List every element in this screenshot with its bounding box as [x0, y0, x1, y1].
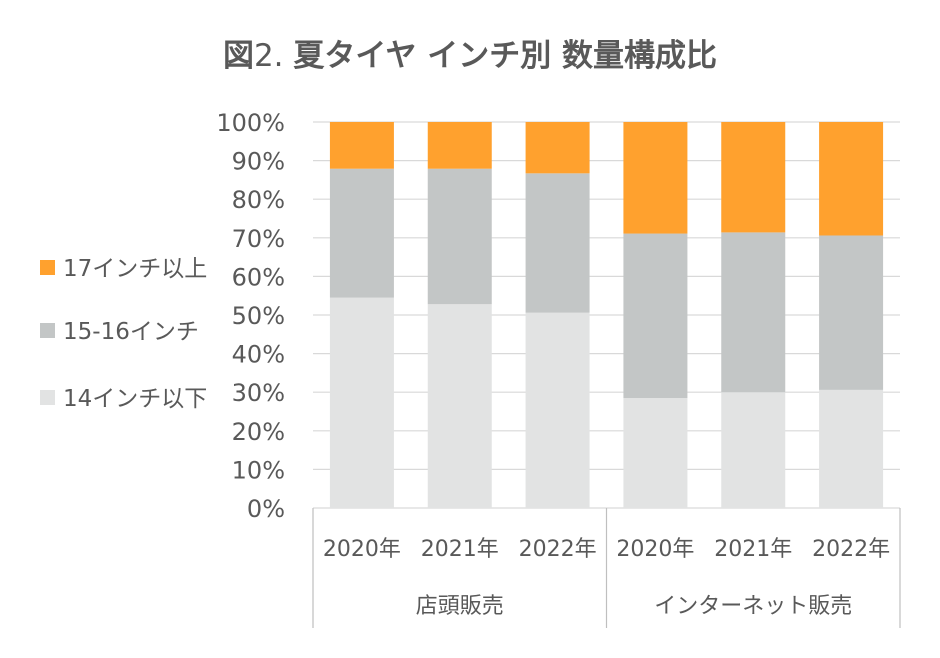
x-tick-label: 2020年 [323, 537, 401, 562]
y-axis: 0% 10% 20% 30% 40% 50% 60% 70% 80% 90% 100% [216, 109, 285, 523]
legend-label: 17インチ以上 [63, 256, 207, 282]
legend-label: 15-16インチ [63, 319, 199, 345]
bar-segment [819, 122, 884, 236]
title-prefix: 図 [223, 38, 254, 74]
bar-segment [525, 122, 590, 174]
chart-title: 図2. 夏タイヤ インチ別 数量構成比 [223, 38, 717, 74]
y-tick-label: 100% [216, 109, 285, 137]
y-tick-label: 50% [232, 302, 285, 330]
y-tick-label: 30% [232, 379, 285, 407]
x-group-label: インターネット販売 [654, 594, 852, 619]
title-main: 夏タイヤ インチ別 数量構成比 [293, 38, 717, 74]
bar-segment [427, 122, 492, 169]
bar-segment [427, 304, 492, 508]
bars [329, 122, 884, 508]
legend: 17インチ以上 15-16インチ 14インチ以下 [40, 256, 207, 412]
y-tick-label: 70% [232, 225, 285, 253]
bar-segment [427, 168, 492, 305]
bar-segment [623, 397, 688, 508]
bar-segment [329, 122, 394, 169]
bar-segment [623, 233, 688, 398]
bar-segment [721, 122, 786, 233]
legend-label: 14インチ以下 [63, 386, 207, 412]
gridlines [313, 121, 900, 509]
legend-swatch [40, 390, 55, 405]
bar-segment [721, 232, 786, 393]
x-tick-label: 2021年 [421, 537, 499, 562]
x-tick-label: 2022年 [812, 537, 890, 562]
bar-segment [819, 389, 884, 508]
x-tick-label: 2021年 [714, 537, 792, 562]
bar-segment [525, 173, 590, 313]
y-tick-label: 0% [247, 495, 285, 523]
bar-segment [623, 122, 688, 234]
legend-swatch [40, 260, 55, 275]
bar-segment [721, 392, 786, 508]
y-tick-label: 60% [232, 263, 285, 291]
x-tick-label: 2020年 [616, 537, 694, 562]
bar-segment [819, 235, 884, 390]
legend-swatch [40, 323, 55, 338]
bar-segment [329, 168, 394, 298]
y-tick-label: 90% [232, 148, 285, 176]
bar-segment [525, 312, 590, 508]
title-number: 2. [254, 38, 293, 74]
y-tick-label: 10% [232, 456, 285, 484]
y-tick-label: 40% [232, 341, 285, 369]
bar-segment [329, 297, 394, 508]
y-tick-label: 80% [232, 186, 285, 214]
x-tick-label: 2022年 [519, 537, 597, 562]
x-group-label: 店頭販売 [416, 594, 504, 619]
y-tick-label: 20% [232, 418, 285, 446]
